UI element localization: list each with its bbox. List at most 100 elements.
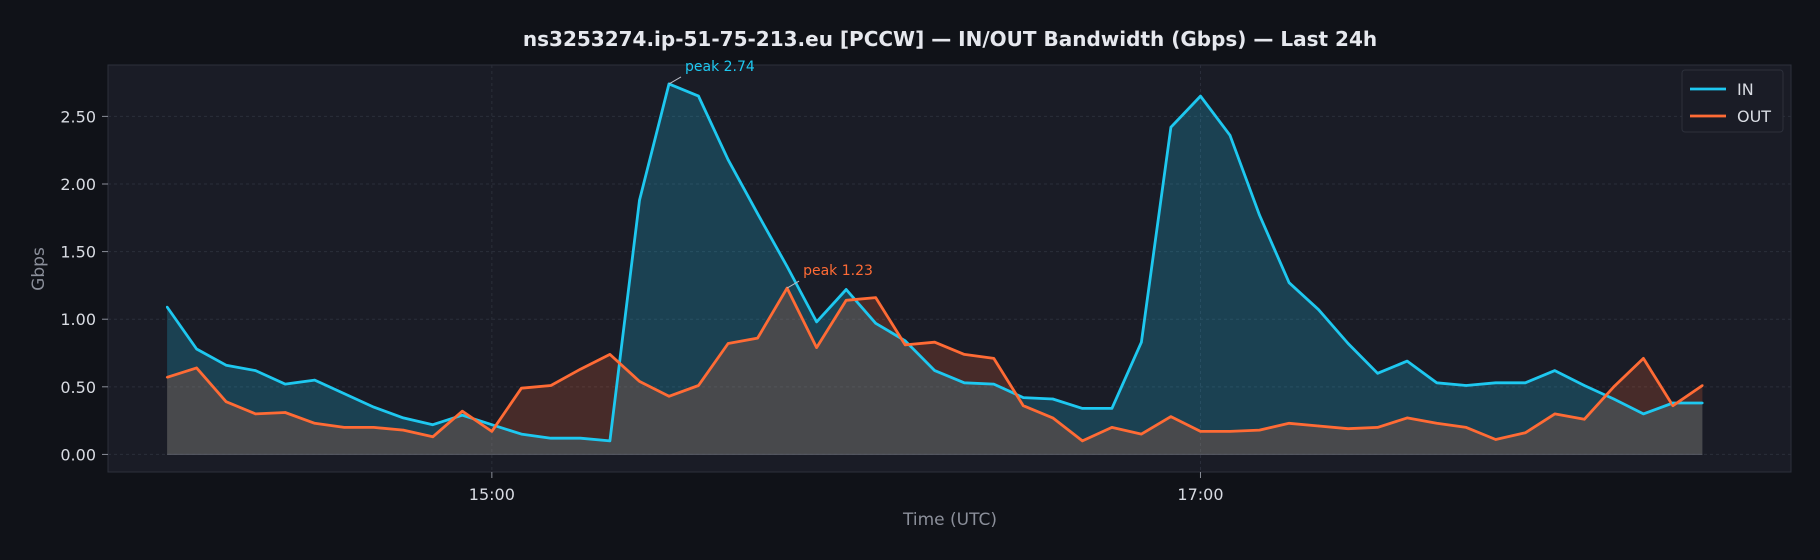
point-out: [1258, 428, 1261, 432]
point-out: [815, 346, 818, 349]
point-out: [461, 410, 464, 413]
point-in: [461, 414, 464, 417]
point-in: [1494, 381, 1497, 384]
point-out: [313, 422, 316, 425]
point-in: [1258, 213, 1261, 217]
point-out: [195, 366, 198, 370]
point-in: [904, 339, 907, 342]
x-tick-label: 15:00: [469, 485, 515, 504]
point-in: [1317, 308, 1320, 311]
point-out: [1081, 439, 1084, 443]
point-in: [520, 432, 523, 436]
point-out: [726, 342, 730, 345]
point-out: [165, 376, 169, 379]
peak-annotations: peak 2.74 peak 1.23: [668, 59, 873, 289]
point-in: [284, 382, 287, 386]
point-in: [165, 305, 169, 309]
point-in: [845, 288, 848, 291]
point-in: [1406, 359, 1409, 363]
point-in: [1228, 134, 1232, 137]
point-in: [1287, 281, 1291, 284]
point-in: [1169, 126, 1173, 129]
point-in: [313, 378, 316, 382]
point-out: [1612, 385, 1616, 388]
data-points: [165, 82, 1704, 443]
point-out: [1553, 412, 1557, 416]
point-in: [1199, 94, 1202, 98]
y-tick-label: 1.00: [60, 310, 96, 329]
peak-annotation-out: peak 1.23: [803, 263, 873, 279]
chart-title: ns3253274.ip-51-75-213.eu [PCCW] — IN/OU…: [523, 27, 1377, 51]
point-out: [1287, 422, 1291, 425]
point-out: [1110, 426, 1114, 429]
x-axis-label: Time (UTC): [902, 510, 997, 530]
point-in: [254, 369, 257, 372]
point-in: [1376, 372, 1379, 375]
point-out: [697, 384, 700, 387]
point-in: [638, 199, 641, 202]
area-in: [167, 83, 1703, 455]
point-out: [904, 343, 907, 347]
annotation-pointer: [668, 76, 682, 85]
point-in: [726, 158, 730, 161]
point-in: [195, 347, 198, 351]
point-in: [608, 439, 612, 443]
point-out: [372, 426, 375, 429]
point-in: [1465, 384, 1468, 387]
point-out: [1642, 357, 1645, 360]
point-in: [1583, 384, 1586, 387]
point-in: [992, 382, 995, 386]
point-out: [933, 341, 936, 344]
point-out: [1701, 384, 1704, 387]
point-in: [1524, 381, 1527, 384]
point-in: [1022, 396, 1025, 399]
point-in: [756, 212, 759, 215]
point-in: [402, 416, 405, 420]
y-axis-label: Gbps: [29, 247, 49, 291]
point-out: [1051, 416, 1055, 420]
point-out: [1376, 426, 1379, 429]
point-out: [1346, 427, 1350, 430]
point-in: [549, 437, 553, 440]
y-tick-label: 1.50: [60, 243, 96, 262]
peak-annotation-in: peak 2.74: [685, 59, 755, 75]
point-in: [1346, 342, 1350, 345]
y-axis-ticks: 0.00 0.50 1.00 1.50 2.00 2.50: [60, 107, 108, 464]
point-in: [785, 265, 789, 268]
point-in: [874, 322, 877, 325]
point-in: [1642, 412, 1645, 416]
point-out: [1317, 424, 1320, 428]
point-in: [963, 381, 966, 384]
point-out: [1524, 431, 1527, 434]
point-out: [520, 387, 523, 390]
point-in: [1553, 369, 1557, 372]
point-out: [992, 357, 995, 360]
point-in: [224, 364, 228, 367]
point-in: [1671, 401, 1675, 405]
point-out: [254, 412, 257, 416]
annotation-pointer: [786, 280, 800, 289]
point-out: [284, 411, 287, 414]
point-in: [579, 437, 582, 440]
point-in: [1435, 381, 1438, 384]
point-out: [1465, 426, 1468, 429]
point-out: [224, 400, 228, 403]
point-out: [1228, 430, 1232, 433]
point-in: [933, 369, 936, 372]
point-in: [1081, 407, 1084, 410]
x-axis-ticks: 15:00 17:00: [469, 472, 1224, 504]
point-out: [402, 428, 405, 432]
point-out: [1671, 404, 1675, 407]
point-out: [1406, 416, 1409, 420]
point-out: [845, 299, 848, 302]
point-in: [1140, 341, 1143, 344]
point-out: [638, 380, 641, 383]
point-in: [815, 320, 818, 324]
legend: IN OUT: [1681, 69, 1784, 133]
point-in: [1701, 401, 1704, 405]
x-tick-label: 17:00: [1177, 485, 1223, 504]
point-out: [1494, 438, 1497, 441]
legend-label-out: OUT: [1737, 107, 1771, 126]
plot-area: [107, 64, 1792, 473]
point-out: [1199, 430, 1202, 433]
